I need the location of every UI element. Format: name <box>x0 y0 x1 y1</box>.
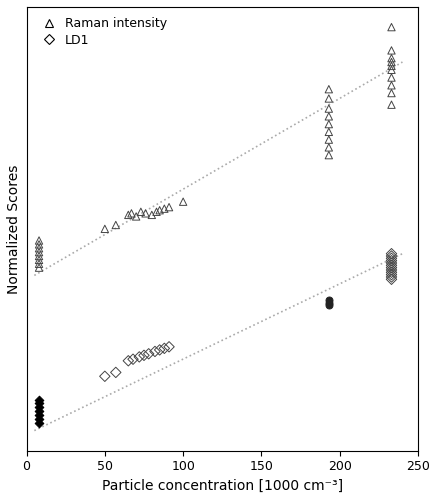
Point <box>112 221 119 229</box>
Point <box>325 104 332 112</box>
Point <box>388 270 395 278</box>
Point <box>388 54 395 62</box>
Y-axis label: Normalized Scores: Normalized Scores <box>7 164 21 294</box>
Point <box>388 266 395 274</box>
Point <box>35 400 42 407</box>
Point <box>35 256 42 264</box>
Point <box>388 254 395 262</box>
Point <box>180 198 187 205</box>
Point <box>161 344 168 352</box>
Point <box>137 208 144 216</box>
X-axis label: Particle concentration [1000 cm⁻³]: Particle concentration [1000 cm⁻³] <box>102 479 343 493</box>
Point <box>101 372 108 380</box>
Point <box>388 66 395 74</box>
Point <box>136 353 143 361</box>
Point <box>325 296 332 304</box>
Point <box>153 208 160 216</box>
Point <box>388 23 395 31</box>
Point <box>129 355 136 363</box>
Point <box>388 89 395 97</box>
Point <box>35 411 42 419</box>
Point <box>35 244 42 252</box>
Legend: Raman intensity, LD1: Raman intensity, LD1 <box>33 13 171 51</box>
Point <box>388 276 395 283</box>
Point <box>388 46 395 54</box>
Point <box>133 212 140 220</box>
Point <box>388 82 395 90</box>
Point <box>325 301 332 309</box>
Point <box>166 343 173 351</box>
Point <box>35 252 42 260</box>
Point <box>325 120 332 128</box>
Point <box>142 210 149 218</box>
Point <box>388 74 395 82</box>
Point <box>325 94 332 102</box>
Point <box>35 240 42 248</box>
Point <box>388 58 395 66</box>
Point <box>156 346 163 354</box>
Point <box>388 62 395 70</box>
Point <box>145 350 152 358</box>
Point <box>35 396 42 404</box>
Point <box>128 210 135 218</box>
Point <box>388 250 395 258</box>
Point <box>388 252 395 260</box>
Point <box>35 415 42 423</box>
Point <box>166 203 173 211</box>
Point <box>112 368 119 376</box>
Point <box>325 136 332 143</box>
Point <box>35 260 42 268</box>
Point <box>125 211 132 219</box>
Point <box>140 352 147 360</box>
Point <box>35 264 42 272</box>
Point <box>101 225 108 233</box>
Point <box>161 204 168 212</box>
Point <box>152 348 159 356</box>
Point <box>388 100 395 108</box>
Point <box>325 112 332 120</box>
Point <box>325 144 332 152</box>
Point <box>125 357 132 365</box>
Point <box>156 206 163 214</box>
Point <box>35 407 42 415</box>
Point <box>35 404 42 411</box>
Point <box>325 85 332 93</box>
Point <box>148 211 155 219</box>
Point <box>388 259 395 267</box>
Point <box>388 262 395 270</box>
Point <box>35 236 42 244</box>
Point <box>325 298 332 306</box>
Point <box>325 128 332 136</box>
Point <box>35 419 42 427</box>
Point <box>388 264 395 272</box>
Point <box>388 268 395 276</box>
Point <box>35 248 42 256</box>
Point <box>388 273 395 281</box>
Point <box>325 151 332 159</box>
Point <box>388 256 395 264</box>
